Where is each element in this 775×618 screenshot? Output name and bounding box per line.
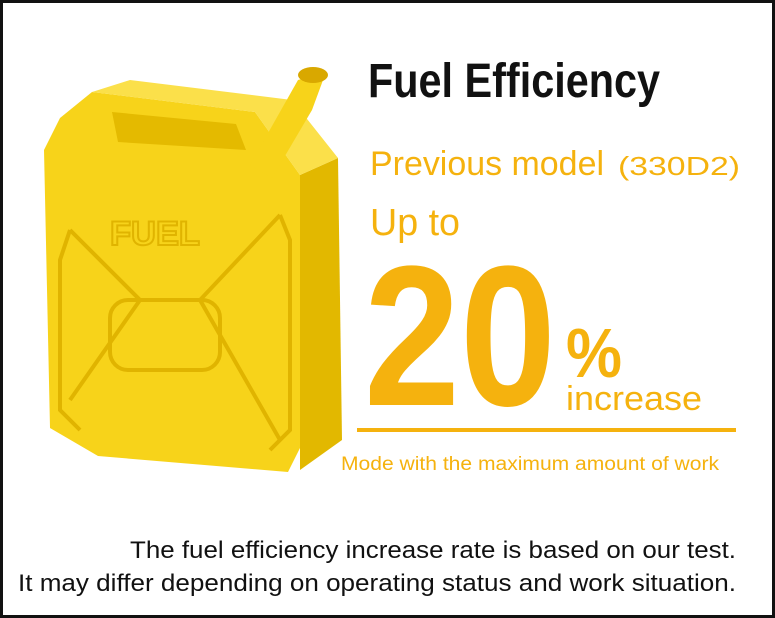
can-label: FUEL [110,215,200,253]
can-side [300,158,342,470]
page: FUEL Fuel Efficiency Previous model (330… [0,0,775,618]
comparison-model: (330D2) [618,151,740,181]
footnote-line: It may differ depending on operating sta… [18,570,736,597]
figure-word: increase [566,380,702,418]
title: Fuel Efficiency [368,55,660,108]
spout-opening [298,67,328,83]
jerry-can: FUEL [44,67,342,472]
figure-number: 20 [364,225,556,448]
note: Mode with the maximum amount of work [341,454,720,475]
footnote-line: The fuel efficiency increase rate is bas… [130,537,736,564]
comparison-label: Previous model [370,145,604,183]
infographic: FUEL Fuel Efficiency Previous model (330… [0,0,775,618]
